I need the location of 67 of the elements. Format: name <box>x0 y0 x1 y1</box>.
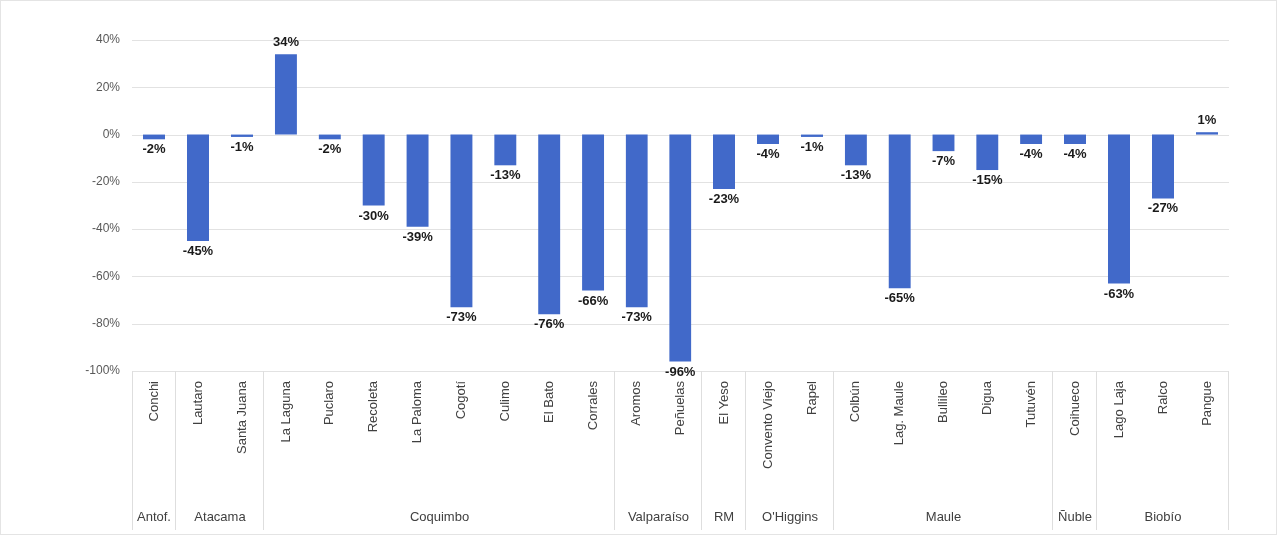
x-tick-label: La Laguna <box>277 380 293 443</box>
data-label: -39% <box>402 228 434 244</box>
data-label: -73% <box>621 309 653 325</box>
x-axis-title: RM <box>713 508 735 524</box>
data-label: -1% <box>230 139 254 155</box>
x-tick-label: Tutuvén <box>1022 381 1038 428</box>
data-label: -7% <box>931 153 956 169</box>
x-tick-label: Corrales <box>584 380 600 431</box>
x-axis-title: Coquimbo <box>409 508 470 524</box>
data-label: -13% <box>490 167 521 183</box>
x-tick-label: Peñuelas <box>671 380 687 436</box>
data-label: -1% <box>800 139 824 155</box>
x-tick-label: Pangue <box>1198 381 1214 426</box>
x-tick-label: Digua <box>978 380 994 415</box>
data-label: -66% <box>577 292 609 308</box>
data-label: -4% <box>756 146 780 162</box>
data-label: -27% <box>1147 200 1179 216</box>
y-tick-label: 20% <box>95 79 121 94</box>
y-tick-label: -100% <box>85 363 121 378</box>
x-tick-label: Conchi <box>145 380 161 422</box>
x-tick-label: Aromos <box>628 380 644 426</box>
data-label: -73% <box>446 309 478 325</box>
data-label: -96% <box>665 363 696 379</box>
x-axis-title: Biobío <box>1144 508 1182 524</box>
x-tick-label: El Bato <box>540 381 556 423</box>
y-tick-label: -80% <box>91 316 121 331</box>
y-tick-label: -60% <box>91 268 121 283</box>
data-label: -13% <box>840 167 872 183</box>
data-label: -15% <box>972 172 1003 188</box>
data-label: -4% <box>1019 146 1044 162</box>
x-tick-label: Cogotí <box>453 380 469 420</box>
x-tick-label: Culimo <box>496 381 512 422</box>
data-label: -2% <box>142 141 166 157</box>
x-axis-title: Ñuble <box>1058 508 1092 524</box>
x-tick-label: Bullileo <box>935 381 951 423</box>
x-tick-label: Lag. Maule <box>891 381 907 446</box>
data-label: -4% <box>1063 146 1087 162</box>
x-tick-label: Colbún <box>847 381 863 423</box>
x-axis-title: Valparaíso <box>627 508 690 524</box>
x-axis-title: Atacama <box>194 508 247 524</box>
data-label: -63% <box>1103 285 1135 301</box>
x-tick-label: Rapel <box>803 380 819 415</box>
x-tick-label: Recoleta <box>365 380 381 433</box>
data-label: -30% <box>358 207 390 223</box>
x-tick-label: Ralco <box>1154 381 1170 415</box>
data-label: -2% <box>318 141 342 157</box>
y-tick-label: -20% <box>91 174 121 189</box>
x-tick-label: La Paloma <box>409 380 425 444</box>
data-label: -76% <box>534 316 565 332</box>
x-tick-label: Coihueco <box>1066 381 1082 436</box>
x-axis-title: Maule <box>925 508 962 524</box>
x-axis-title: Antof. <box>137 508 171 524</box>
y-tick-label: 0% <box>102 126 121 141</box>
x-tick-label: Santa Juana <box>233 380 249 455</box>
data-label: -23% <box>708 191 740 207</box>
data-label: 34% <box>272 34 300 50</box>
data-label: -45% <box>182 243 214 259</box>
x-tick-label: Lago Laja <box>1110 380 1126 439</box>
x-tick-label: Convento Viejo <box>759 381 775 469</box>
x-tick-label: El Yeso <box>715 381 731 425</box>
y-tick-label: 40% <box>95 32 121 47</box>
x-axis-title: O'Higgins <box>762 508 819 524</box>
data-label: -65% <box>884 290 916 306</box>
y-tick-label: -40% <box>91 221 121 236</box>
data-label: 1% <box>1197 112 1217 128</box>
x-tick-label: Lautaro <box>189 381 205 426</box>
x-tick-label: Puclaro <box>321 381 337 426</box>
